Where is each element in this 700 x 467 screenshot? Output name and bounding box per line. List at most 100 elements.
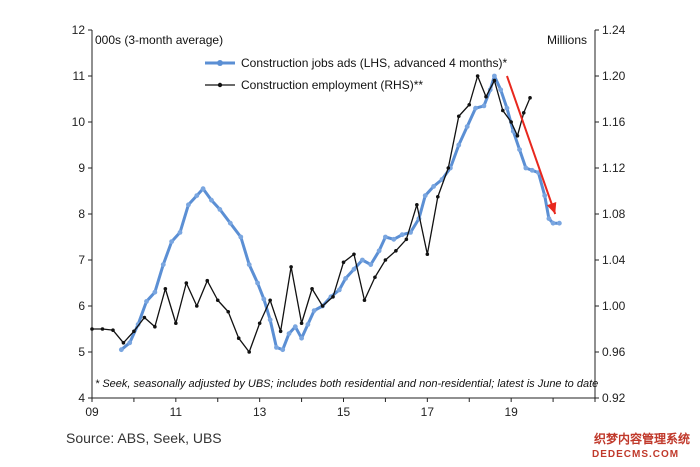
x-tick-label: 19: [504, 405, 518, 419]
data-point-employment: [153, 324, 157, 329]
legend-label-ads: Construction jobs ads (LHS, advanced 4 m…: [241, 56, 507, 70]
data-point-job-ads: [542, 193, 548, 199]
data-point-employment: [484, 94, 488, 99]
right-y-tick-label: 1.04: [602, 253, 626, 267]
data-point-employment: [121, 341, 126, 345]
left-y-tick-label: 9: [78, 161, 85, 175]
data-point-employment: [331, 295, 335, 299]
data-point-job-ads: [127, 340, 133, 346]
right-y-tick-label: 1.12: [602, 161, 626, 175]
right-y-tick-label: 1.16: [602, 115, 626, 129]
x-tick-label: 17: [421, 405, 435, 419]
data-point-employment: [100, 327, 105, 331]
left-y-tick-label: 11: [73, 69, 86, 83]
data-point-job-ads: [546, 216, 552, 222]
data-point-job-ads: [529, 167, 535, 173]
data-point-job-ads: [359, 257, 365, 263]
left-axis-label: 000s (3-month average): [95, 33, 223, 47]
data-point-employment: [320, 304, 325, 308]
data-point-job-ads: [118, 347, 124, 353]
data-point-job-ads: [227, 220, 233, 226]
data-point-job-ads: [255, 280, 260, 286]
data-point-employment: [383, 258, 388, 262]
data-point-employment: [341, 260, 346, 265]
data-point-job-ads: [246, 262, 252, 267]
x-tick-label: 15: [337, 405, 351, 419]
data-point-job-ads: [169, 239, 175, 245]
data-point-job-ads: [343, 276, 348, 281]
right-y-tick-label: 0.92: [602, 391, 626, 405]
data-point-job-ads: [286, 331, 292, 336]
data-point-employment: [509, 120, 513, 124]
data-point-job-ads: [556, 220, 562, 226]
data-point-employment: [373, 275, 377, 280]
data-point-job-ads: [492, 73, 497, 79]
data-point-job-ads: [261, 296, 267, 302]
data-point-job-ads: [292, 324, 298, 330]
data-point-job-ads: [152, 289, 158, 295]
data-point-employment: [521, 111, 526, 115]
data-point-employment: [215, 298, 220, 303]
data-point-employment: [310, 286, 314, 291]
data-point-employment: [467, 102, 472, 107]
data-point-employment: [404, 237, 409, 242]
data-point-job-ads: [186, 202, 191, 208]
data-point-job-ads: [422, 193, 428, 199]
data-point-job-ads: [391, 236, 397, 242]
data-point-employment: [184, 281, 189, 285]
right-y-tick-label: 1.08: [602, 207, 626, 221]
data-point-job-ads: [399, 232, 405, 238]
data-point-job-ads: [431, 184, 437, 189]
right-y-tick-label: 1.00: [602, 299, 626, 313]
data-point-job-ads: [274, 345, 279, 350]
legend-label-employment: Construction employment (RHS)**: [241, 78, 423, 92]
legend-marker-ads: [217, 60, 223, 66]
data-point-employment: [194, 304, 199, 308]
data-point-employment: [425, 252, 430, 257]
data-point-job-ads: [177, 230, 183, 235]
data-point-job-ads: [311, 308, 317, 313]
footnote: * Seek, seasonally adjusted by UBS; incl…: [95, 378, 598, 390]
data-point-employment: [492, 78, 497, 83]
data-point-employment: [352, 252, 356, 257]
data-point-job-ads: [209, 197, 214, 203]
x-tick-label: 09: [85, 405, 99, 419]
watermark-text: 织梦内容管理系统: [594, 431, 690, 446]
x-tick-label: 13: [253, 405, 267, 419]
data-point-job-ads: [517, 147, 522, 153]
data-point-employment: [236, 336, 241, 341]
data-point-employment: [475, 74, 480, 78]
left-y-tick-label: 10: [72, 115, 86, 129]
legend-marker-employment: [217, 82, 223, 88]
right-y-tick-label: 0.96: [602, 345, 626, 359]
left-y-tick-label: 5: [78, 345, 85, 359]
watermark-domain: DEDECMS.COM: [592, 449, 679, 460]
data-point-employment: [268, 298, 272, 303]
x-tick-label: 11: [170, 405, 183, 419]
data-point-employment: [456, 114, 461, 119]
data-point-employment: [205, 278, 210, 283]
data-point-employment: [436, 194, 440, 199]
data-point-job-ads: [464, 124, 470, 129]
data-point-job-ads: [383, 234, 388, 240]
data-point-job-ads: [144, 299, 149, 304]
data-point-employment: [289, 265, 293, 269]
data-point-employment: [90, 327, 94, 331]
data-point-employment: [132, 329, 136, 334]
left-y-tick-label: 7: [78, 253, 85, 267]
data-point-employment: [500, 108, 505, 113]
right-y-tick-label: 1.24: [602, 23, 626, 37]
data-point-employment: [247, 350, 251, 354]
data-point-job-ads: [456, 142, 462, 148]
data-point-employment: [528, 96, 532, 100]
data-point-employment: [278, 329, 283, 334]
trend-arrow-line: [506, 75, 557, 215]
data-point-employment: [174, 321, 178, 326]
data-point-job-ads: [305, 322, 311, 327]
data-point-job-ads: [267, 317, 273, 323]
right-y-tick-label: 1.20: [602, 69, 626, 83]
data-point-employment: [415, 203, 419, 207]
trend-arrow-head: [546, 201, 557, 214]
data-point-job-ads: [200, 186, 206, 192]
